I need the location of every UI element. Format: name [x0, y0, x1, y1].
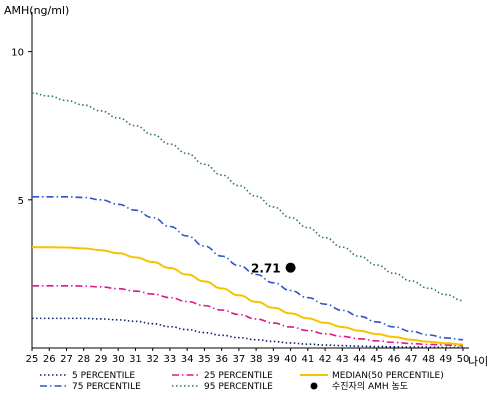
x-axis-label: 나이 [468, 355, 488, 368]
patient-amh-marker [285, 262, 296, 273]
x-tick-label: 33 [164, 354, 177, 365]
legend-label-5: 95 PERCENTILE [204, 382, 273, 392]
x-tick-label: 29 [95, 354, 108, 365]
x-tick-label: 38 [250, 354, 263, 365]
x-tick-label: 44 [353, 354, 366, 365]
series-line-2 [31, 284, 464, 347]
legend-label-2: 25 PERCENTILE [204, 371, 273, 381]
x-tick-label: 48 [422, 354, 435, 365]
x-tick-label: 45 [370, 354, 383, 365]
x-tick-label: 46 [388, 354, 401, 365]
series-line-5 [31, 92, 464, 302]
x-tick-label: 32 [146, 354, 159, 365]
x-tick-label: 28 [77, 354, 90, 365]
axes: 5 10 25 26 27 28 29 30 31 32 33 34 35 36 37 38 39 40 41 42 4… [11, 12, 469, 365]
series-line-1 [31, 317, 463, 349]
x-tick-label: 35 [198, 354, 211, 365]
x-tick-label: 43 [336, 354, 349, 365]
x-tick-label: 39 [267, 354, 280, 365]
legend-marker-swatch [310, 382, 318, 390]
x-tick-label: 47 [405, 354, 418, 365]
x-tick-label: 42 [319, 354, 332, 365]
x-tick-label: 26 [43, 354, 56, 365]
legend-label-3: MEDIAN(50 PERCENTILE) [332, 371, 444, 381]
legend-label-1: 5 PERCENTILE [72, 371, 135, 381]
x-tick-label: 36 [215, 354, 228, 365]
series-layer [31, 92, 464, 349]
y-tick-label: 10 [11, 48, 24, 59]
legend-label-4: 75 PERCENTILE [72, 382, 141, 392]
x-tick-label: 37 [233, 354, 246, 365]
x-tick-label: 50 [457, 354, 470, 365]
y-tick-label: 5 [18, 196, 24, 207]
series-line-3 [31, 246, 464, 346]
x-tick-label: 25 [26, 354, 39, 365]
x-tick-label: 30 [112, 354, 125, 365]
x-tick-label: 31 [129, 354, 142, 365]
legend-marker-label: 수진자의 AMH 농도 [332, 381, 408, 392]
y-axis-label: AMH(ng/ml) [4, 4, 69, 17]
patient-amh-label: 2.71 [251, 262, 281, 276]
x-tick-label: 34 [181, 354, 194, 365]
legend: 5 PERCENTILE 25 PERCENTILE MEDIAN(50 PERCE… [40, 371, 444, 392]
x-tick-label: 49 [439, 354, 452, 365]
marker-layer: 2.71 [251, 262, 296, 276]
series-line-4 [32, 196, 464, 341]
x-tick-label: 40 [284, 354, 297, 365]
x-tick-label: 41 [301, 354, 314, 365]
x-tick-label: 27 [60, 354, 73, 365]
